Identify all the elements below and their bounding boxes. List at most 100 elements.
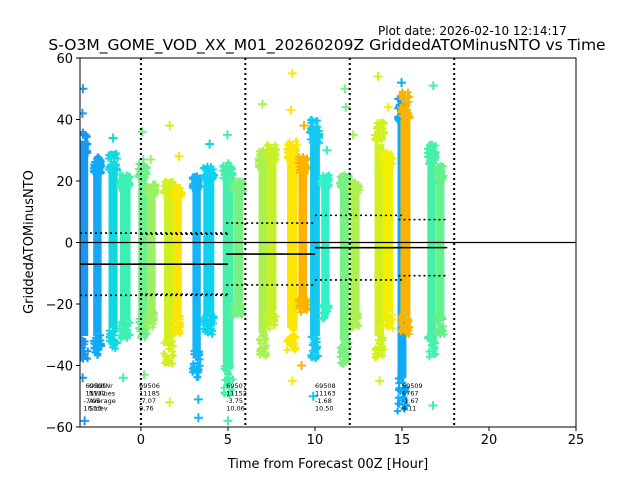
data-point <box>172 328 180 336</box>
data-point <box>80 146 84 155</box>
data-point <box>228 386 236 394</box>
data-point <box>321 314 329 322</box>
data-point <box>169 342 177 350</box>
data-point <box>398 316 406 324</box>
data-point <box>113 339 121 347</box>
data-point <box>230 299 238 307</box>
data-point <box>220 365 228 373</box>
data-point <box>306 135 315 144</box>
data-point <box>111 161 120 170</box>
data-point <box>116 327 124 335</box>
data-point <box>434 329 442 337</box>
data-point <box>385 163 394 172</box>
data-point <box>223 370 231 378</box>
data-point <box>149 317 157 325</box>
orbit-band <box>199 139 219 339</box>
data-point <box>395 384 403 392</box>
orbit-band <box>262 141 280 332</box>
stats-row-label: Average <box>89 397 116 405</box>
data-point <box>302 164 311 173</box>
orbit-band <box>188 172 205 423</box>
y-tick-label: 40 <box>56 114 73 129</box>
data-point <box>110 150 118 158</box>
data-point <box>432 315 440 323</box>
data-point <box>371 350 379 358</box>
orbit-stat-value: -1.67 <box>402 397 419 405</box>
data-point <box>428 400 438 410</box>
orbit-stat-value: 11172 <box>85 390 106 398</box>
data-point <box>307 333 315 341</box>
orbit-stat-value: 69505 <box>85 382 106 390</box>
data-point <box>123 330 131 338</box>
data-point <box>378 134 387 143</box>
data-point <box>433 168 442 177</box>
band-core <box>298 173 308 300</box>
data-point <box>338 175 347 184</box>
data-point <box>82 139 91 148</box>
data-point <box>287 376 297 386</box>
data-point <box>317 178 326 187</box>
band-core <box>427 163 436 336</box>
data-point <box>290 326 298 334</box>
orbit-band <box>294 121 311 370</box>
data-point <box>144 320 152 328</box>
data-point <box>353 320 361 328</box>
band-core <box>138 178 148 319</box>
data-point <box>235 177 244 186</box>
data-point <box>203 165 212 174</box>
x-tick-label: 15 <box>394 433 411 448</box>
band-core <box>93 173 102 334</box>
data-point <box>297 165 306 174</box>
orbit-stat-value: 10.06 <box>226 405 245 413</box>
data-point <box>168 351 176 359</box>
data-point <box>270 316 278 324</box>
band-core <box>80 153 89 336</box>
data-point <box>89 337 97 345</box>
data-point <box>222 130 232 140</box>
data-point <box>80 84 88 94</box>
data-point <box>91 161 100 170</box>
data-point <box>137 127 147 137</box>
data-point <box>425 353 433 361</box>
stats-row-label: OrbitNr <box>89 382 113 390</box>
orbit-stat-value: -7.07 <box>139 397 156 405</box>
data-point <box>405 323 413 331</box>
data-point <box>375 340 383 348</box>
data-point <box>373 71 383 81</box>
data-point <box>196 351 204 359</box>
data-point <box>173 187 182 196</box>
x-tick-label: 25 <box>568 433 585 448</box>
data-point <box>238 188 247 197</box>
orbit-band <box>423 81 440 410</box>
data-point <box>141 331 149 339</box>
data-point <box>80 131 83 134</box>
data-point <box>397 328 405 336</box>
data-point <box>235 306 243 314</box>
data-point <box>160 349 168 357</box>
data-point <box>389 324 397 332</box>
data-point <box>384 315 392 323</box>
data-point <box>265 324 273 332</box>
data-point <box>222 173 231 182</box>
data-point <box>336 353 344 361</box>
data-point <box>210 313 218 321</box>
data-point <box>118 180 127 189</box>
data-point <box>188 173 197 182</box>
band-core <box>287 161 298 329</box>
band-core <box>258 168 267 334</box>
band-core <box>147 195 156 312</box>
data-point <box>283 346 291 354</box>
data-point <box>80 343 84 351</box>
data-point <box>263 142 271 150</box>
data-point <box>287 68 297 78</box>
data-point <box>430 334 438 342</box>
x-tick-label: 5 <box>224 433 232 448</box>
data-point <box>201 175 210 184</box>
data-point <box>288 146 297 155</box>
band-core <box>321 188 330 304</box>
data-point <box>379 118 387 126</box>
data-point <box>262 315 270 323</box>
